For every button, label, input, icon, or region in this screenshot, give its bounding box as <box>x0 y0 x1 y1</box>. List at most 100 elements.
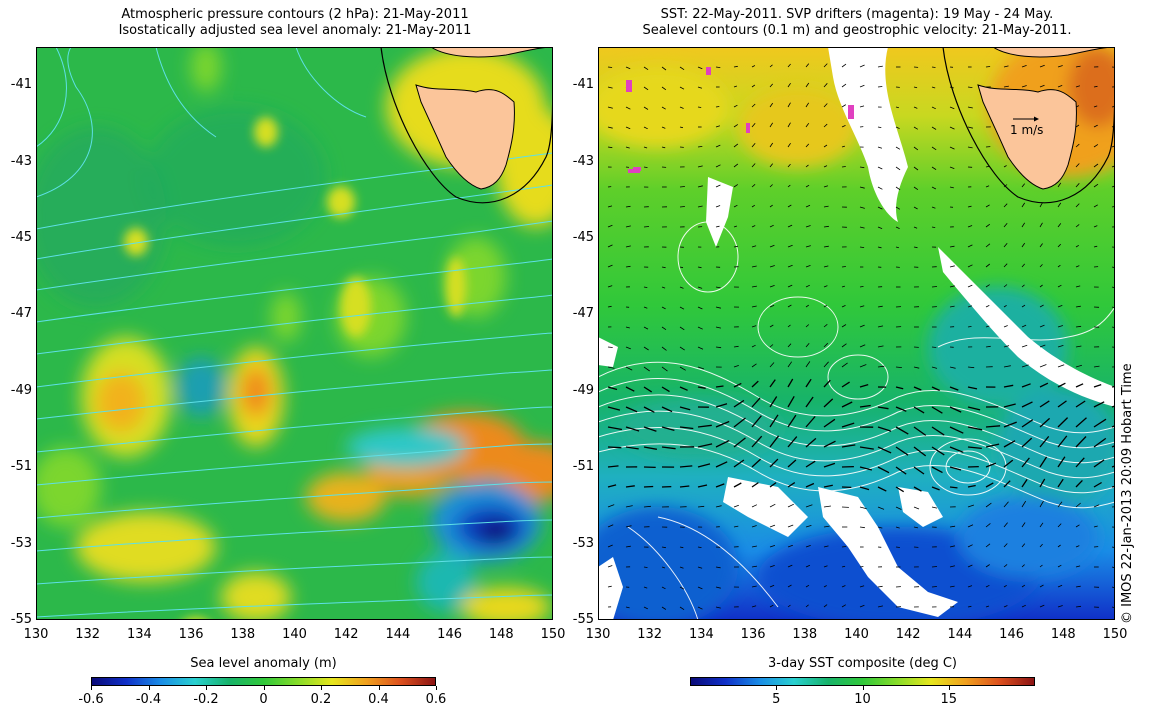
velocity-vector <box>967 544 973 548</box>
velocity-vector <box>769 503 776 508</box>
velocity-vector <box>877 466 890 474</box>
velocity-vector <box>715 346 722 349</box>
velocity-vector <box>679 485 690 488</box>
velocity-vector <box>805 164 809 168</box>
velocity-vector <box>607 585 612 588</box>
velocity-vector <box>895 186 901 191</box>
velocity-vector <box>1003 325 1008 328</box>
velocity-vector <box>931 386 940 392</box>
velocity-vector <box>1111 465 1115 468</box>
velocity-vector <box>859 604 865 608</box>
velocity-vector <box>1003 440 1016 448</box>
velocity-vector <box>787 459 797 468</box>
velocity-vector <box>913 386 922 391</box>
velocity-vector <box>877 325 884 328</box>
velocity-vector <box>697 306 703 310</box>
velocity-vector <box>733 417 746 428</box>
velocity-vector <box>787 604 791 608</box>
velocity-vector <box>787 184 791 188</box>
velocity-vector <box>931 226 936 228</box>
velocity-vector <box>607 446 622 449</box>
right-colorbar-tickmark <box>776 686 778 690</box>
velocity-vector <box>787 414 797 428</box>
velocity-vector <box>769 344 774 348</box>
velocity-vector <box>697 484 708 488</box>
velocity-vector <box>859 226 865 229</box>
left-lon-tick: 136 <box>178 627 204 642</box>
velocity-vector <box>769 565 775 568</box>
velocity-vector <box>859 585 865 588</box>
velocity-vector <box>805 204 811 208</box>
velocity-vector <box>1039 456 1048 468</box>
velocity-vector <box>877 305 883 308</box>
velocity-vector <box>643 386 653 393</box>
velocity-vector <box>607 66 613 68</box>
velocity-vector <box>1039 543 1043 548</box>
velocity-vector <box>769 64 773 68</box>
velocity-vector <box>1057 325 1064 328</box>
velocity-vector <box>859 324 865 328</box>
velocity-vector <box>607 305 612 308</box>
velocity-vector <box>643 286 648 288</box>
velocity-vector <box>859 286 864 288</box>
velocity-vector <box>985 425 1001 428</box>
left-colorbar-tick-label: 0 <box>259 692 268 707</box>
velocity-vector <box>661 266 666 269</box>
left-lat-tick: -49 <box>10 382 32 398</box>
velocity-vector <box>841 63 847 68</box>
velocity-vector <box>697 286 703 289</box>
velocity-vector <box>895 206 901 210</box>
velocity-vector <box>625 386 635 392</box>
left-title-line1: Atmospheric pressure contours (2 hPa): 2… <box>121 7 469 22</box>
velocity-vector <box>877 365 885 368</box>
velocity-vector <box>859 64 865 68</box>
velocity-vector <box>1003 365 1011 368</box>
velocity-vector <box>1075 479 1083 488</box>
velocity-vector <box>751 435 763 448</box>
velocity-vector <box>787 544 793 548</box>
velocity-vector <box>895 486 905 493</box>
velocity-vector <box>859 344 866 348</box>
velocity-vector <box>1057 544 1061 548</box>
sea-level-anomaly-colorbar <box>91 677 436 686</box>
right-lat-tick: -41 <box>572 77 594 93</box>
velocity-vector <box>877 126 882 128</box>
velocity-vector <box>679 366 686 371</box>
velocity-vector <box>1075 436 1087 448</box>
velocity-vector <box>661 406 673 413</box>
velocity-scale-label: 1 m/s <box>1010 123 1044 137</box>
velocity-vector <box>1075 585 1081 588</box>
velocity-vector <box>733 365 739 368</box>
sla-small-features <box>124 117 466 620</box>
velocity-vector <box>607 504 615 508</box>
velocity-vector <box>823 225 829 228</box>
velocity-vector <box>787 204 792 208</box>
velocity-vector <box>877 146 883 149</box>
velocity-vector <box>949 585 955 588</box>
velocity-vector <box>1075 502 1081 508</box>
velocity-vector <box>913 526 919 529</box>
pressure-contours <box>36 47 553 618</box>
velocity-vector <box>661 346 667 351</box>
velocity-vector <box>1111 105 1115 108</box>
left-lon-tick: 134 <box>126 627 152 642</box>
velocity-vector <box>769 83 774 88</box>
velocity-vector <box>1021 522 1026 528</box>
velocity-vector <box>931 186 937 190</box>
velocity-vector <box>1057 345 1064 348</box>
left-lon-tick: 138 <box>230 627 256 642</box>
velocity-vector <box>949 366 956 369</box>
right-lat-tick: -51 <box>572 459 594 475</box>
velocity-vector <box>643 306 648 309</box>
right-lon-tick: 148 <box>1050 627 1076 642</box>
velocity-vector <box>625 426 640 432</box>
velocity-vector <box>1093 481 1102 488</box>
velocity-vector <box>1057 564 1062 568</box>
velocity-vector <box>949 486 958 489</box>
velocity-vector <box>1075 565 1081 568</box>
velocity-vector <box>1021 364 1029 368</box>
velocity-vector <box>769 184 773 188</box>
velocity-vector <box>1003 584 1007 588</box>
velocity-vector <box>1003 165 1007 168</box>
velocity-vector <box>1075 364 1083 368</box>
